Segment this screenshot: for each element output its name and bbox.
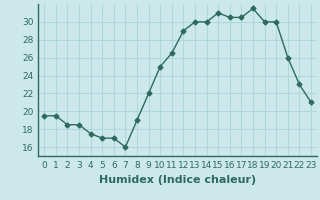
X-axis label: Humidex (Indice chaleur): Humidex (Indice chaleur) bbox=[99, 175, 256, 185]
